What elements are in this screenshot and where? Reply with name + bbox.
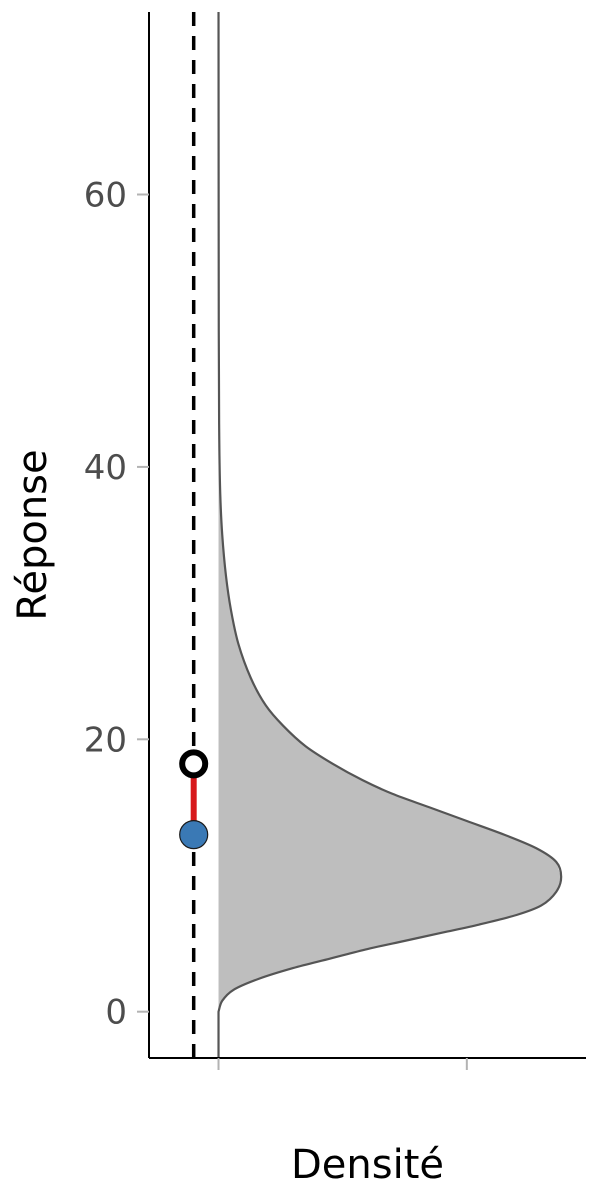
y-axis-ticks: 0 20 40 60 — [84, 176, 149, 1033]
density-area — [218, 12, 562, 1012]
observed-point — [179, 820, 209, 850]
predicted-point — [179, 749, 209, 779]
axes: 0 20 40 60 — [84, 12, 586, 1070]
x-axis-title: Densité — [291, 1142, 444, 1188]
y-tick-label: 40 — [84, 448, 127, 488]
y-tick-label: 20 — [84, 720, 127, 760]
y-axis-title: Réponse — [10, 449, 56, 620]
y-tick-label: 0 — [105, 993, 127, 1033]
y-tick-label: 60 — [84, 176, 127, 216]
density-curve — [217, 11, 563, 1058]
plot-area — [179, 11, 563, 1058]
x-axis-ticks — [217, 1058, 468, 1070]
